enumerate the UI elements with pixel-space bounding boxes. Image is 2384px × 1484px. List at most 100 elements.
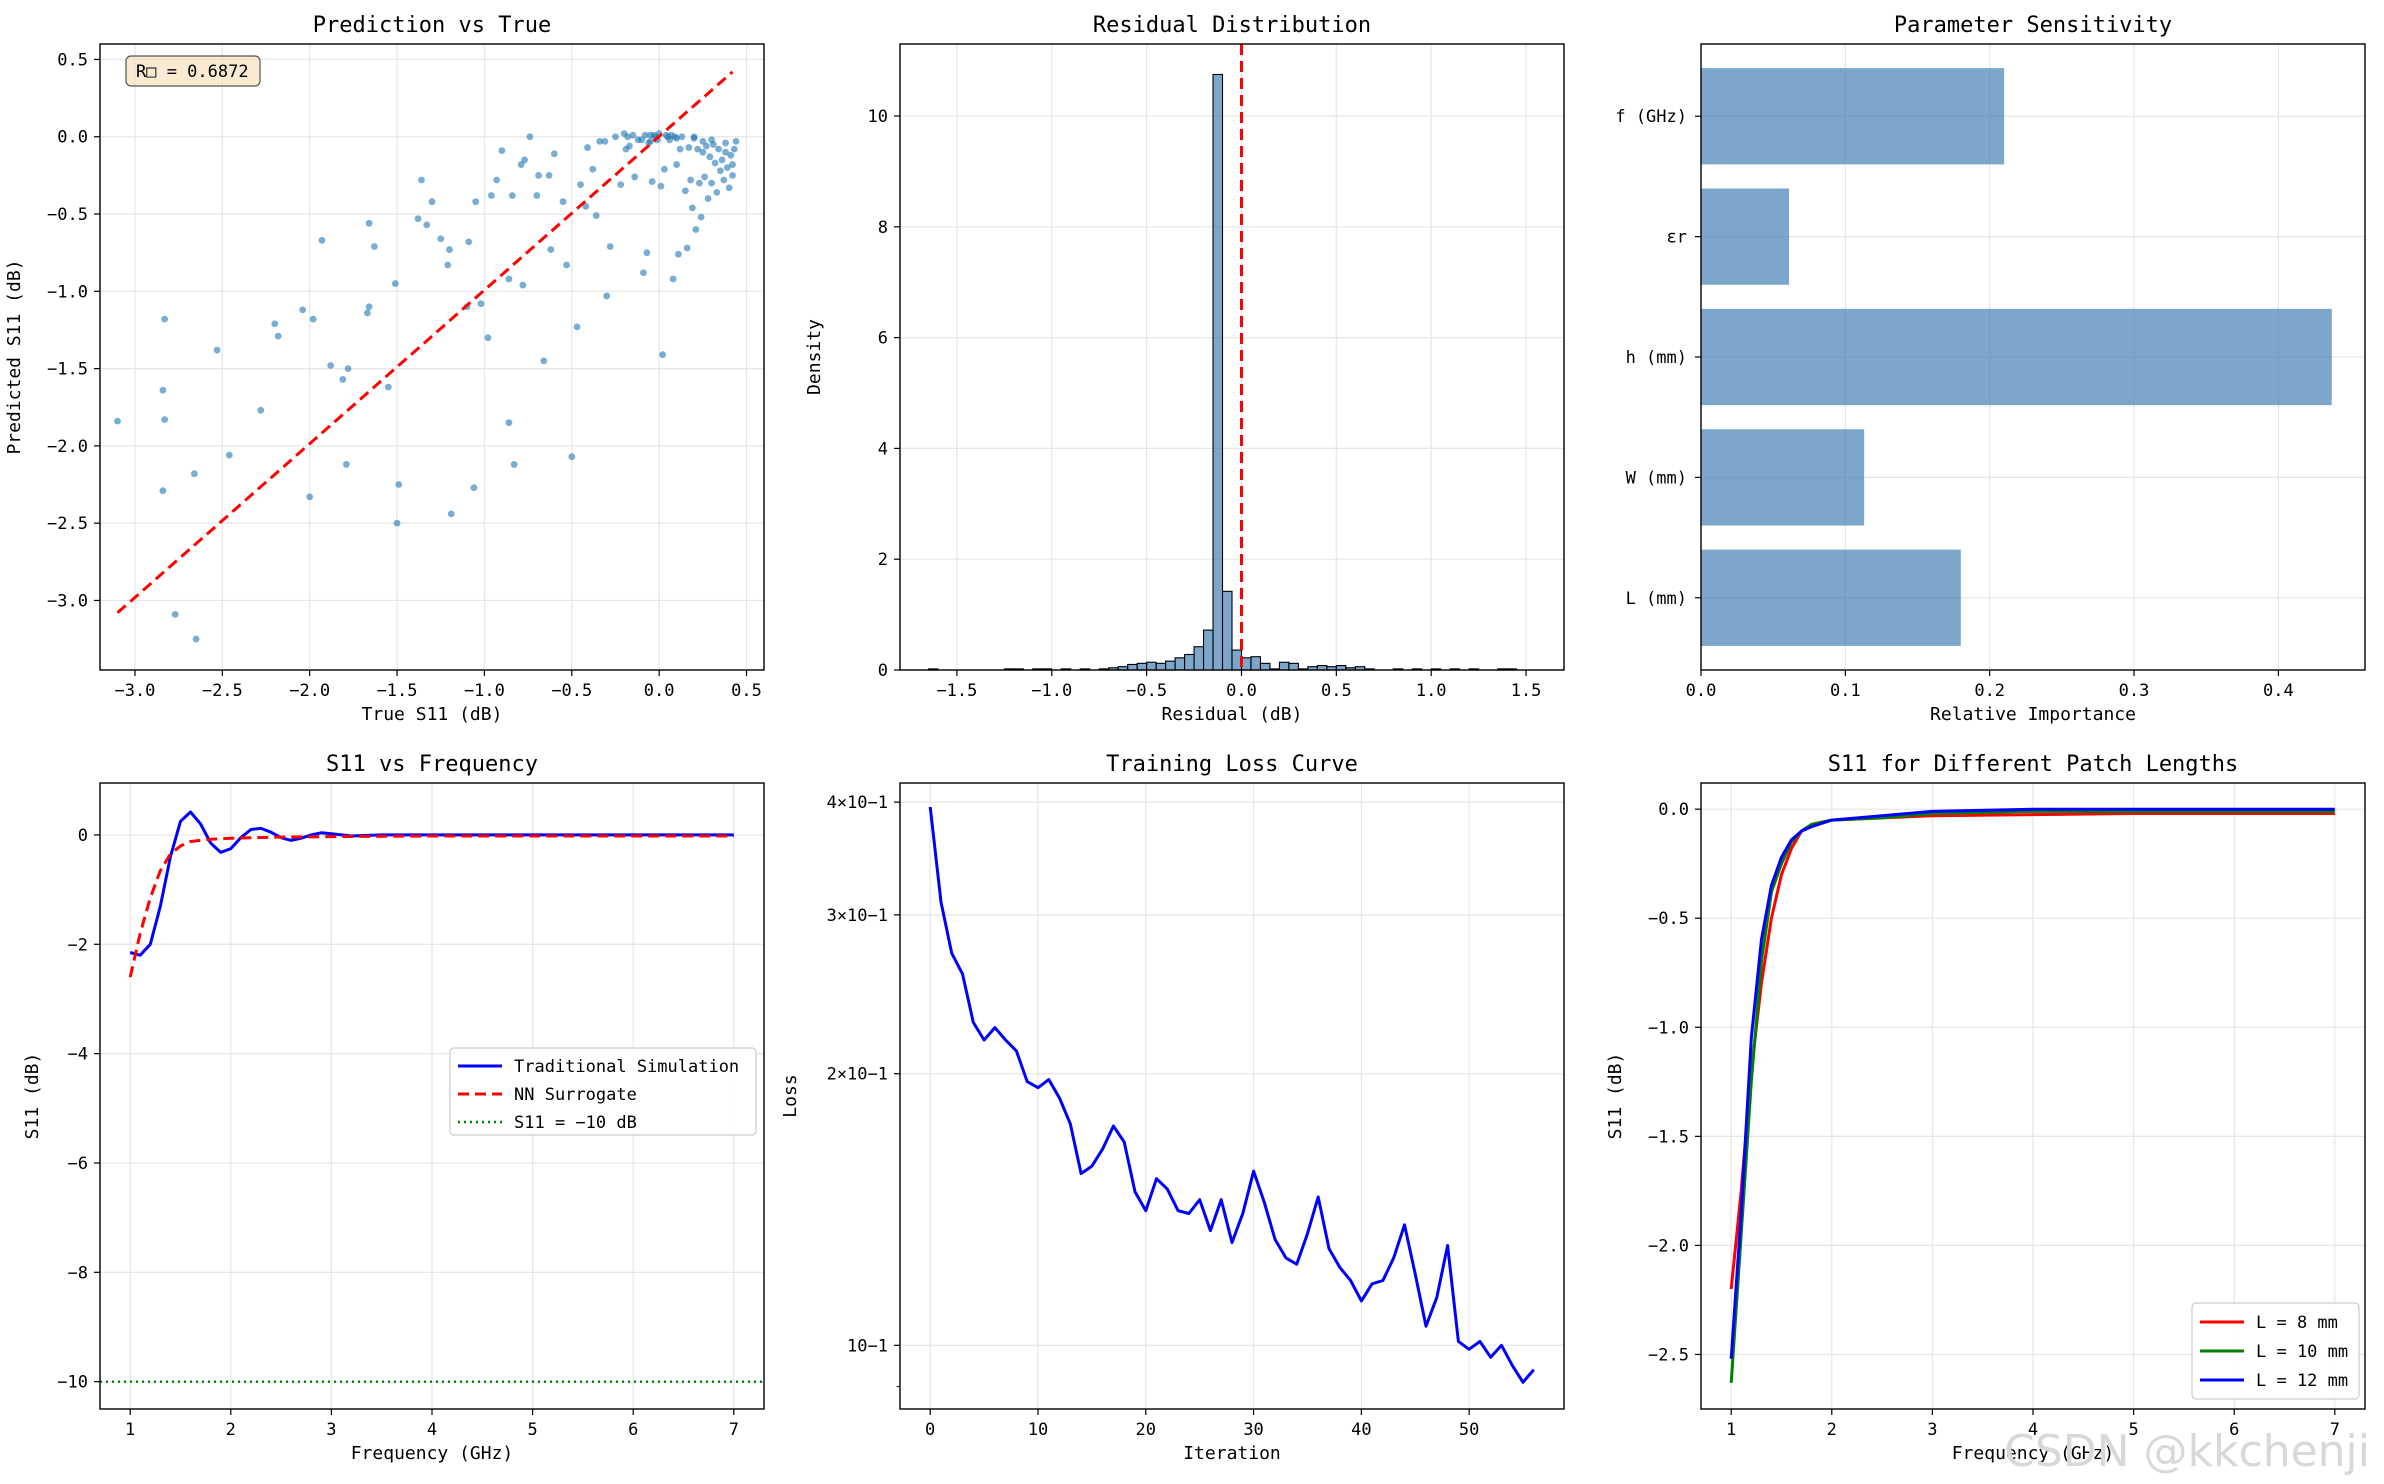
scatter-point <box>171 610 179 618</box>
scatter-point <box>697 213 705 221</box>
chart-residual_dist: Residual Distribution −1.5 −1.0 −0.5 0.0 0.5 1… <box>804 13 1565 725</box>
scatter-point <box>648 178 656 185</box>
x-axis-label: Residual (dB) <box>1162 704 1303 725</box>
x-tick-label: 30 <box>1243 1420 1263 1440</box>
y-tick-label: −1.0 <box>1648 1018 1689 1038</box>
y-axis-label: Loss <box>780 1074 801 1117</box>
category-label: h (mm) <box>1626 348 1687 368</box>
x-tick-label: 5 <box>527 1420 537 1440</box>
x-tick-label: 3 <box>326 1420 336 1440</box>
scatter-point <box>339 376 347 383</box>
scatter-point <box>526 133 534 141</box>
scatter-point <box>488 192 495 199</box>
y-tick-label: 6 <box>878 329 888 349</box>
legend-box <box>2191 1302 2360 1400</box>
scatter-point <box>713 188 721 196</box>
category-label: W (mm) <box>1626 468 1687 488</box>
series-lines <box>1729 807 2335 1383</box>
scatter-point <box>365 303 373 311</box>
scatter-point <box>465 238 473 246</box>
x-tick-label: 3 <box>1927 1420 1937 1440</box>
legend-label: NN Surrogate <box>514 1085 637 1105</box>
histogram-bar <box>1127 663 1138 671</box>
x-tick-label: 0.4 <box>2263 681 2294 701</box>
scatter-point <box>192 635 200 643</box>
scatter-point <box>688 204 696 212</box>
scatter-point <box>729 171 736 179</box>
scatter-point <box>732 137 740 145</box>
y-tick-label: 2 <box>878 550 888 570</box>
x-tick-label: 1 <box>1726 1420 1736 1440</box>
x-tick-label: −1.5 <box>377 681 418 701</box>
scatter-point <box>725 184 733 192</box>
x-axis-label: Iteration <box>1183 1443 1281 1464</box>
histogram-bar <box>1221 590 1233 671</box>
gridlines <box>900 783 1564 1409</box>
scatter-point <box>715 145 722 153</box>
scatter-point <box>584 144 591 151</box>
scatter-point <box>708 179 715 187</box>
scatter-point <box>706 153 714 161</box>
scatter-point <box>673 161 681 168</box>
x-tick-label: −2.5 <box>202 681 243 701</box>
histogram-bar <box>1250 656 1262 671</box>
y-tick-label: −2.5 <box>47 514 88 534</box>
x-tick-label: 2 <box>226 1420 236 1440</box>
annotation-text: R□ = 0.6872 <box>136 62 249 82</box>
axes-frame <box>899 782 1565 1410</box>
chart-training_loss: Training Loss Curve 0 10 20 30 40 50 10−1 2×10−1… <box>780 752 1565 1464</box>
scatter-point <box>678 133 686 141</box>
x-tick-label: −0.5 <box>551 681 592 701</box>
x-axis-label: Frequency (GHz) <box>1952 1443 2115 1464</box>
y-axis-label: S11 (dB) <box>22 1053 43 1140</box>
scatter-point <box>730 145 738 153</box>
chart-s11_vs_freq: S11 vs Frequency 1 2 3 4 5 6 7 0 −2 −4 −6 −8 −10 Frequ… <box>22 752 765 1464</box>
category-label: f (GHz) <box>1615 107 1687 127</box>
scatter-point <box>681 187 689 195</box>
legend-box <box>449 1047 757 1136</box>
series-line-0 <box>928 806 1535 1384</box>
scatter-point <box>673 134 681 142</box>
y-tick-label: 10−1 <box>847 1336 888 1356</box>
x-tick-label: −1.5 <box>936 681 977 701</box>
legend-label: L = 8 mm <box>2256 1313 2338 1333</box>
x-tick-label: 1 <box>125 1420 135 1440</box>
legend-label: Traditional Simulation <box>514 1057 739 1077</box>
y-tick-label: −1.5 <box>1648 1127 1689 1147</box>
x-tick-label: −1.0 <box>464 681 505 701</box>
y-tick-label: 3×10−1 <box>827 906 888 926</box>
scatter-point <box>690 134 698 142</box>
gridlines <box>900 44 1564 671</box>
y-tick-label: 0.5 <box>57 50 88 70</box>
scatter-point <box>694 145 701 153</box>
scatter-point <box>729 161 736 168</box>
x-tick-label: 0.0 <box>644 681 675 701</box>
chart-s11_patch_lengths: S11 for Different Patch Lengths 1 2 3 4 5 6 7 0.… <box>1605 752 2366 1464</box>
scatter-point <box>582 202 590 210</box>
y-tick-label: 4×10−1 <box>827 793 888 813</box>
scatter-point <box>535 171 542 179</box>
scatter-point <box>674 250 682 258</box>
series-line-1 <box>128 834 734 978</box>
scatter-point <box>370 243 378 250</box>
bar <box>1701 429 1865 526</box>
scatter-point <box>472 198 480 206</box>
scatter-point <box>363 309 371 317</box>
scatter-point <box>505 275 513 283</box>
scatter-point <box>391 280 399 287</box>
scatter-point <box>699 148 707 156</box>
scatter-point <box>190 470 198 478</box>
y-tick-label: −2 <box>68 935 88 955</box>
scatter-point <box>533 192 541 199</box>
x-tick-label: 1.5 <box>1511 681 1542 701</box>
scatter-point <box>723 164 731 172</box>
scatter-point <box>484 334 492 342</box>
scatter-point <box>699 137 707 145</box>
x-tick-label: 40 <box>1351 1420 1371 1440</box>
scatter-point <box>596 137 604 145</box>
scatter-point <box>447 510 455 518</box>
chart-title: S11 vs Frequency <box>326 752 538 777</box>
y-tick-label: −2.5 <box>1648 1345 1689 1365</box>
y-axis-label: Density <box>804 319 825 395</box>
y-tick-label: 4 <box>878 439 888 459</box>
